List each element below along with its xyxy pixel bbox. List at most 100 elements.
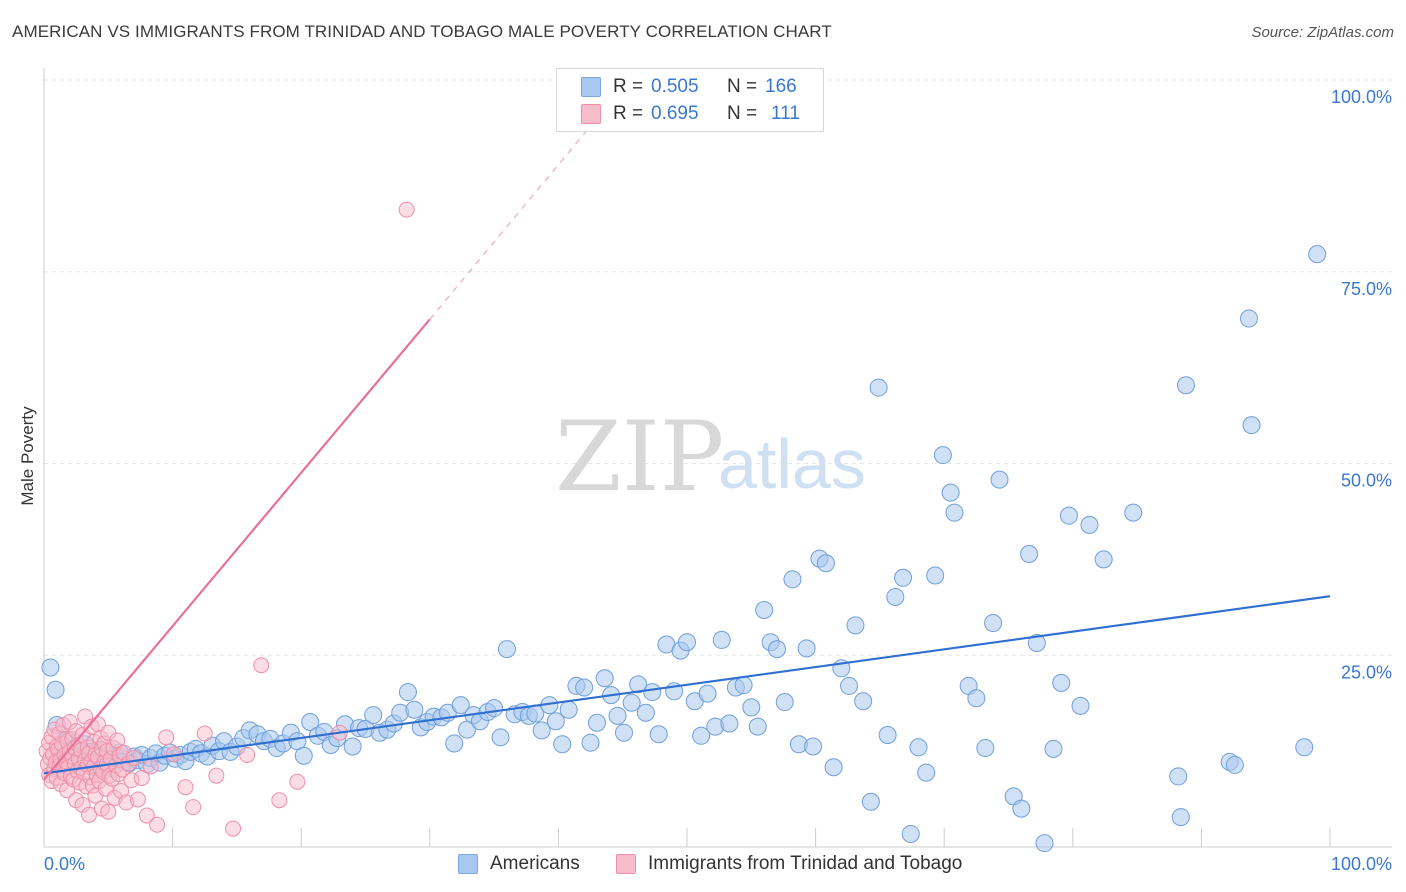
trinidad-tobago-point bbox=[253, 657, 270, 674]
trinidad-tobago-point bbox=[398, 201, 415, 218]
n-label: N = bbox=[727, 103, 758, 124]
r-value: 0.695 bbox=[651, 103, 699, 124]
trinidad-tobago-point bbox=[133, 769, 150, 786]
americans-point bbox=[1052, 673, 1071, 692]
legend-label-americans: Americans bbox=[490, 853, 580, 874]
americans-point bbox=[1020, 545, 1039, 564]
americans-point bbox=[587, 713, 606, 732]
americans-point bbox=[1176, 376, 1195, 395]
americans-point bbox=[649, 725, 668, 744]
americans-point bbox=[901, 824, 920, 843]
americans-point bbox=[894, 568, 913, 587]
chart-title: AMERICAN VS IMMIGRANTS FROM TRINIDAD AND… bbox=[12, 22, 832, 41]
trinidad-tobago-point bbox=[158, 729, 175, 746]
americans-point bbox=[532, 721, 551, 740]
americans-point bbox=[622, 693, 641, 712]
americans-point bbox=[712, 630, 731, 649]
americans-point bbox=[824, 758, 843, 777]
legend-swatch-americans bbox=[458, 854, 478, 874]
americans-point bbox=[445, 734, 464, 753]
trinidad-tobago-point bbox=[129, 791, 146, 808]
americans-point bbox=[398, 683, 417, 702]
americans-point bbox=[967, 689, 986, 708]
americans-point bbox=[643, 683, 662, 702]
x-tick-label: 100.0% bbox=[1331, 854, 1392, 874]
americans-point bbox=[854, 692, 873, 711]
americans-point bbox=[405, 700, 424, 719]
americans-point bbox=[990, 470, 1009, 489]
trinidad-tobago-point bbox=[289, 773, 306, 790]
trinidad-tobago-point bbox=[271, 792, 288, 809]
americans-point bbox=[294, 746, 313, 765]
trinidad-tobago-point bbox=[225, 820, 242, 837]
americans-point bbox=[636, 703, 655, 722]
americans-point bbox=[497, 640, 516, 659]
americans-point bbox=[1035, 834, 1054, 853]
americans-point bbox=[1027, 633, 1046, 652]
americans-point bbox=[886, 587, 905, 606]
americans-point bbox=[816, 554, 835, 573]
trinidad-tobago-point bbox=[239, 746, 256, 763]
legend-item-americans: Americans bbox=[458, 851, 580, 877]
americans-point bbox=[1044, 739, 1063, 758]
trinidad-tobago-trend-line bbox=[43, 318, 431, 781]
americans-point bbox=[1094, 550, 1113, 569]
americans-point bbox=[1242, 416, 1261, 435]
y-tick-label: 25.0% bbox=[1341, 662, 1392, 682]
trinidad-tobago-point bbox=[81, 806, 98, 823]
americans-point bbox=[804, 737, 823, 756]
legend-swatch-trinidad-tobago bbox=[616, 854, 636, 874]
americans-point bbox=[1239, 309, 1258, 328]
americans-point bbox=[976, 739, 995, 758]
americans-point bbox=[575, 678, 594, 697]
americans-point bbox=[869, 378, 888, 397]
americans-point bbox=[1169, 767, 1188, 786]
trinidad-tobago-point bbox=[142, 758, 159, 775]
trinidad-tobago-point bbox=[109, 732, 126, 749]
americans-point bbox=[46, 680, 65, 699]
americans-point bbox=[364, 706, 383, 725]
n-label: N = bbox=[727, 76, 758, 97]
americans-point bbox=[559, 700, 578, 719]
americans-point bbox=[451, 696, 470, 715]
americans-point bbox=[945, 503, 964, 522]
americans-point bbox=[343, 737, 362, 756]
trinidad-tobago-trend-extension bbox=[429, 117, 598, 320]
americans-point bbox=[1012, 799, 1031, 818]
stats-legend: R = 0.505 N = 166 R = 0.695 N = 111 bbox=[556, 68, 824, 132]
americans-point bbox=[783, 570, 802, 589]
legend-label-trinidad-tobago: Immigrants from Trinidad and Tobago bbox=[648, 853, 963, 874]
americans-point bbox=[846, 616, 865, 635]
americans-point bbox=[878, 726, 897, 745]
trinidad-tobago-point bbox=[208, 767, 225, 784]
americans-point bbox=[41, 658, 60, 677]
y-tick-labels: 25.0% 50.0% 75.0% 100.0% bbox=[1331, 87, 1392, 682]
trinidad-tobago-point bbox=[126, 750, 143, 767]
americans-point bbox=[926, 566, 945, 585]
americans-point bbox=[742, 698, 761, 717]
americans-point bbox=[909, 738, 928, 757]
r-label: R = bbox=[613, 76, 644, 97]
americans-point bbox=[608, 706, 627, 725]
watermark-zip: ZIP bbox=[555, 401, 724, 513]
americans-point bbox=[301, 712, 320, 731]
americans-point bbox=[748, 717, 767, 736]
stats-swatch-americans bbox=[581, 77, 601, 97]
americans-point bbox=[755, 600, 774, 619]
americans-point bbox=[1071, 696, 1090, 715]
americans-point bbox=[485, 699, 504, 718]
r-label: R = bbox=[613, 103, 644, 124]
y-tick-label: 75.0% bbox=[1341, 279, 1392, 299]
watermark: ZIP atlas bbox=[555, 401, 866, 513]
americans-point bbox=[614, 723, 633, 742]
trinidad-tobago-point bbox=[185, 799, 202, 816]
n-value: 166 bbox=[765, 76, 797, 97]
americans-point bbox=[581, 733, 600, 752]
americans-point bbox=[720, 714, 739, 733]
trinidad-tobago-point bbox=[138, 807, 155, 824]
americans-point bbox=[698, 684, 717, 703]
americans-point bbox=[546, 712, 565, 731]
trend-lines bbox=[43, 117, 1331, 781]
americans-point bbox=[984, 614, 1003, 633]
